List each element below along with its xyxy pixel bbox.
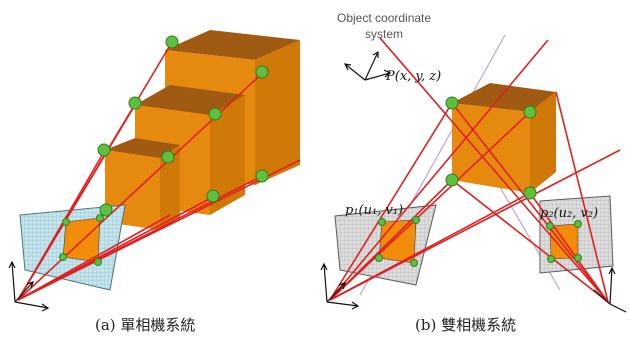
camera-axes-right-2 (593, 266, 627, 313)
marker (59, 253, 67, 261)
marker (255, 169, 269, 183)
markers-left (59, 35, 269, 266)
object-system-label-line1: Object coordinate (337, 11, 431, 25)
cube (452, 83, 556, 193)
marker-P (445, 96, 459, 110)
dual-camera-panel: Object coordinate system (320, 11, 627, 334)
marker (208, 107, 222, 121)
marker (574, 254, 582, 262)
marker (523, 186, 537, 200)
marker (574, 220, 582, 228)
marker (206, 189, 220, 203)
single-camera-panel: (a) 單相機系統 (8, 30, 301, 334)
marker (96, 214, 104, 222)
object-axes (343, 50, 392, 81)
marker (547, 255, 555, 263)
label-point-P: P(x, y, z) (385, 69, 441, 84)
marker (255, 65, 269, 79)
marker (445, 173, 459, 187)
caption-dual-camera: (b) 雙相機系統 (415, 316, 516, 334)
marker (99, 203, 113, 217)
marker (94, 258, 102, 266)
marker (62, 218, 70, 226)
marker (378, 218, 386, 226)
image-plane-left (19, 204, 126, 291)
marker (128, 96, 142, 110)
marker (165, 35, 179, 49)
marker (161, 150, 175, 164)
caption-single-camera: (a) 單相機系統 (95, 316, 195, 334)
camera-axes-left (8, 260, 50, 312)
camera-axes-right-1 (320, 262, 360, 310)
label-point-p1: p₁(u₁, v₁) (345, 203, 403, 218)
marker (523, 105, 537, 119)
object-system-label-line2: system (365, 27, 403, 41)
rays-left (17, 41, 301, 301)
marker (546, 222, 554, 230)
label-point-p2: p₂(u₂, v₂) (540, 206, 598, 221)
marker (97, 143, 111, 157)
markers-right (375, 96, 582, 267)
marker (412, 216, 420, 224)
marker (410, 259, 418, 267)
rays-right (329, 37, 621, 303)
marker (375, 254, 383, 262)
